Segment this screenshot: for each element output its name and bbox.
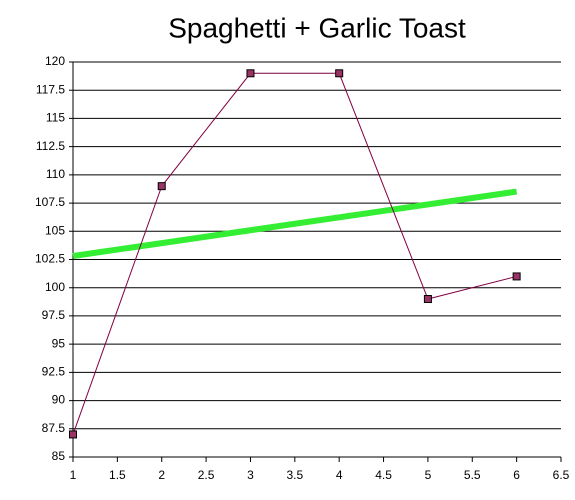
chart-title: Spaghetti + Garlic Toast [168, 12, 466, 43]
x-tick-label: 4 [336, 468, 343, 482]
y-tick-label: 117.5 [36, 82, 65, 96]
x-tick-label: 1 [70, 468, 77, 482]
x-tick-label: 3.5 [286, 468, 303, 482]
point-marker [512, 272, 521, 281]
point-marker [69, 430, 77, 439]
y-tick-label: 97.5 [42, 308, 66, 322]
x-tick-label: 4.5 [375, 468, 392, 482]
y-tick-label: 87.5 [42, 421, 66, 435]
point-marker [246, 69, 255, 78]
x-tick-label: 3 [247, 468, 254, 482]
x-tick-label: 2.5 [198, 468, 215, 482]
x-tick-label: 5 [425, 468, 432, 482]
y-tick-label: 100 [45, 280, 65, 294]
y-tick-label: 90 [52, 393, 66, 407]
x-tick-label: 2 [158, 468, 165, 482]
point-marker [335, 69, 344, 78]
y-tick-label: 95 [52, 336, 66, 350]
y-tick-label: 105 [45, 223, 65, 237]
x-tick-label: 5.5 [464, 468, 481, 482]
y-tick-label: 112.5 [36, 139, 65, 153]
y-tick-label: 115 [46, 111, 65, 125]
x-tick-label: 1.5 [109, 468, 126, 482]
y-tick-label: 107.5 [35, 195, 65, 209]
trend-line [72, 188, 518, 259]
x-tick-label: 6.5 [553, 468, 570, 482]
y-tick-label: 110 [46, 167, 65, 181]
y-tick-label: 102.5 [35, 252, 65, 266]
x-tick-label: 6 [513, 468, 520, 482]
point-marker [157, 182, 166, 191]
series-line [72, 72, 517, 435]
point-marker [423, 295, 432, 303]
y-tick-label: 92.5 [42, 365, 66, 379]
y-tick-label: 120 [45, 54, 65, 68]
y-tick-label: 85 [52, 449, 66, 463]
